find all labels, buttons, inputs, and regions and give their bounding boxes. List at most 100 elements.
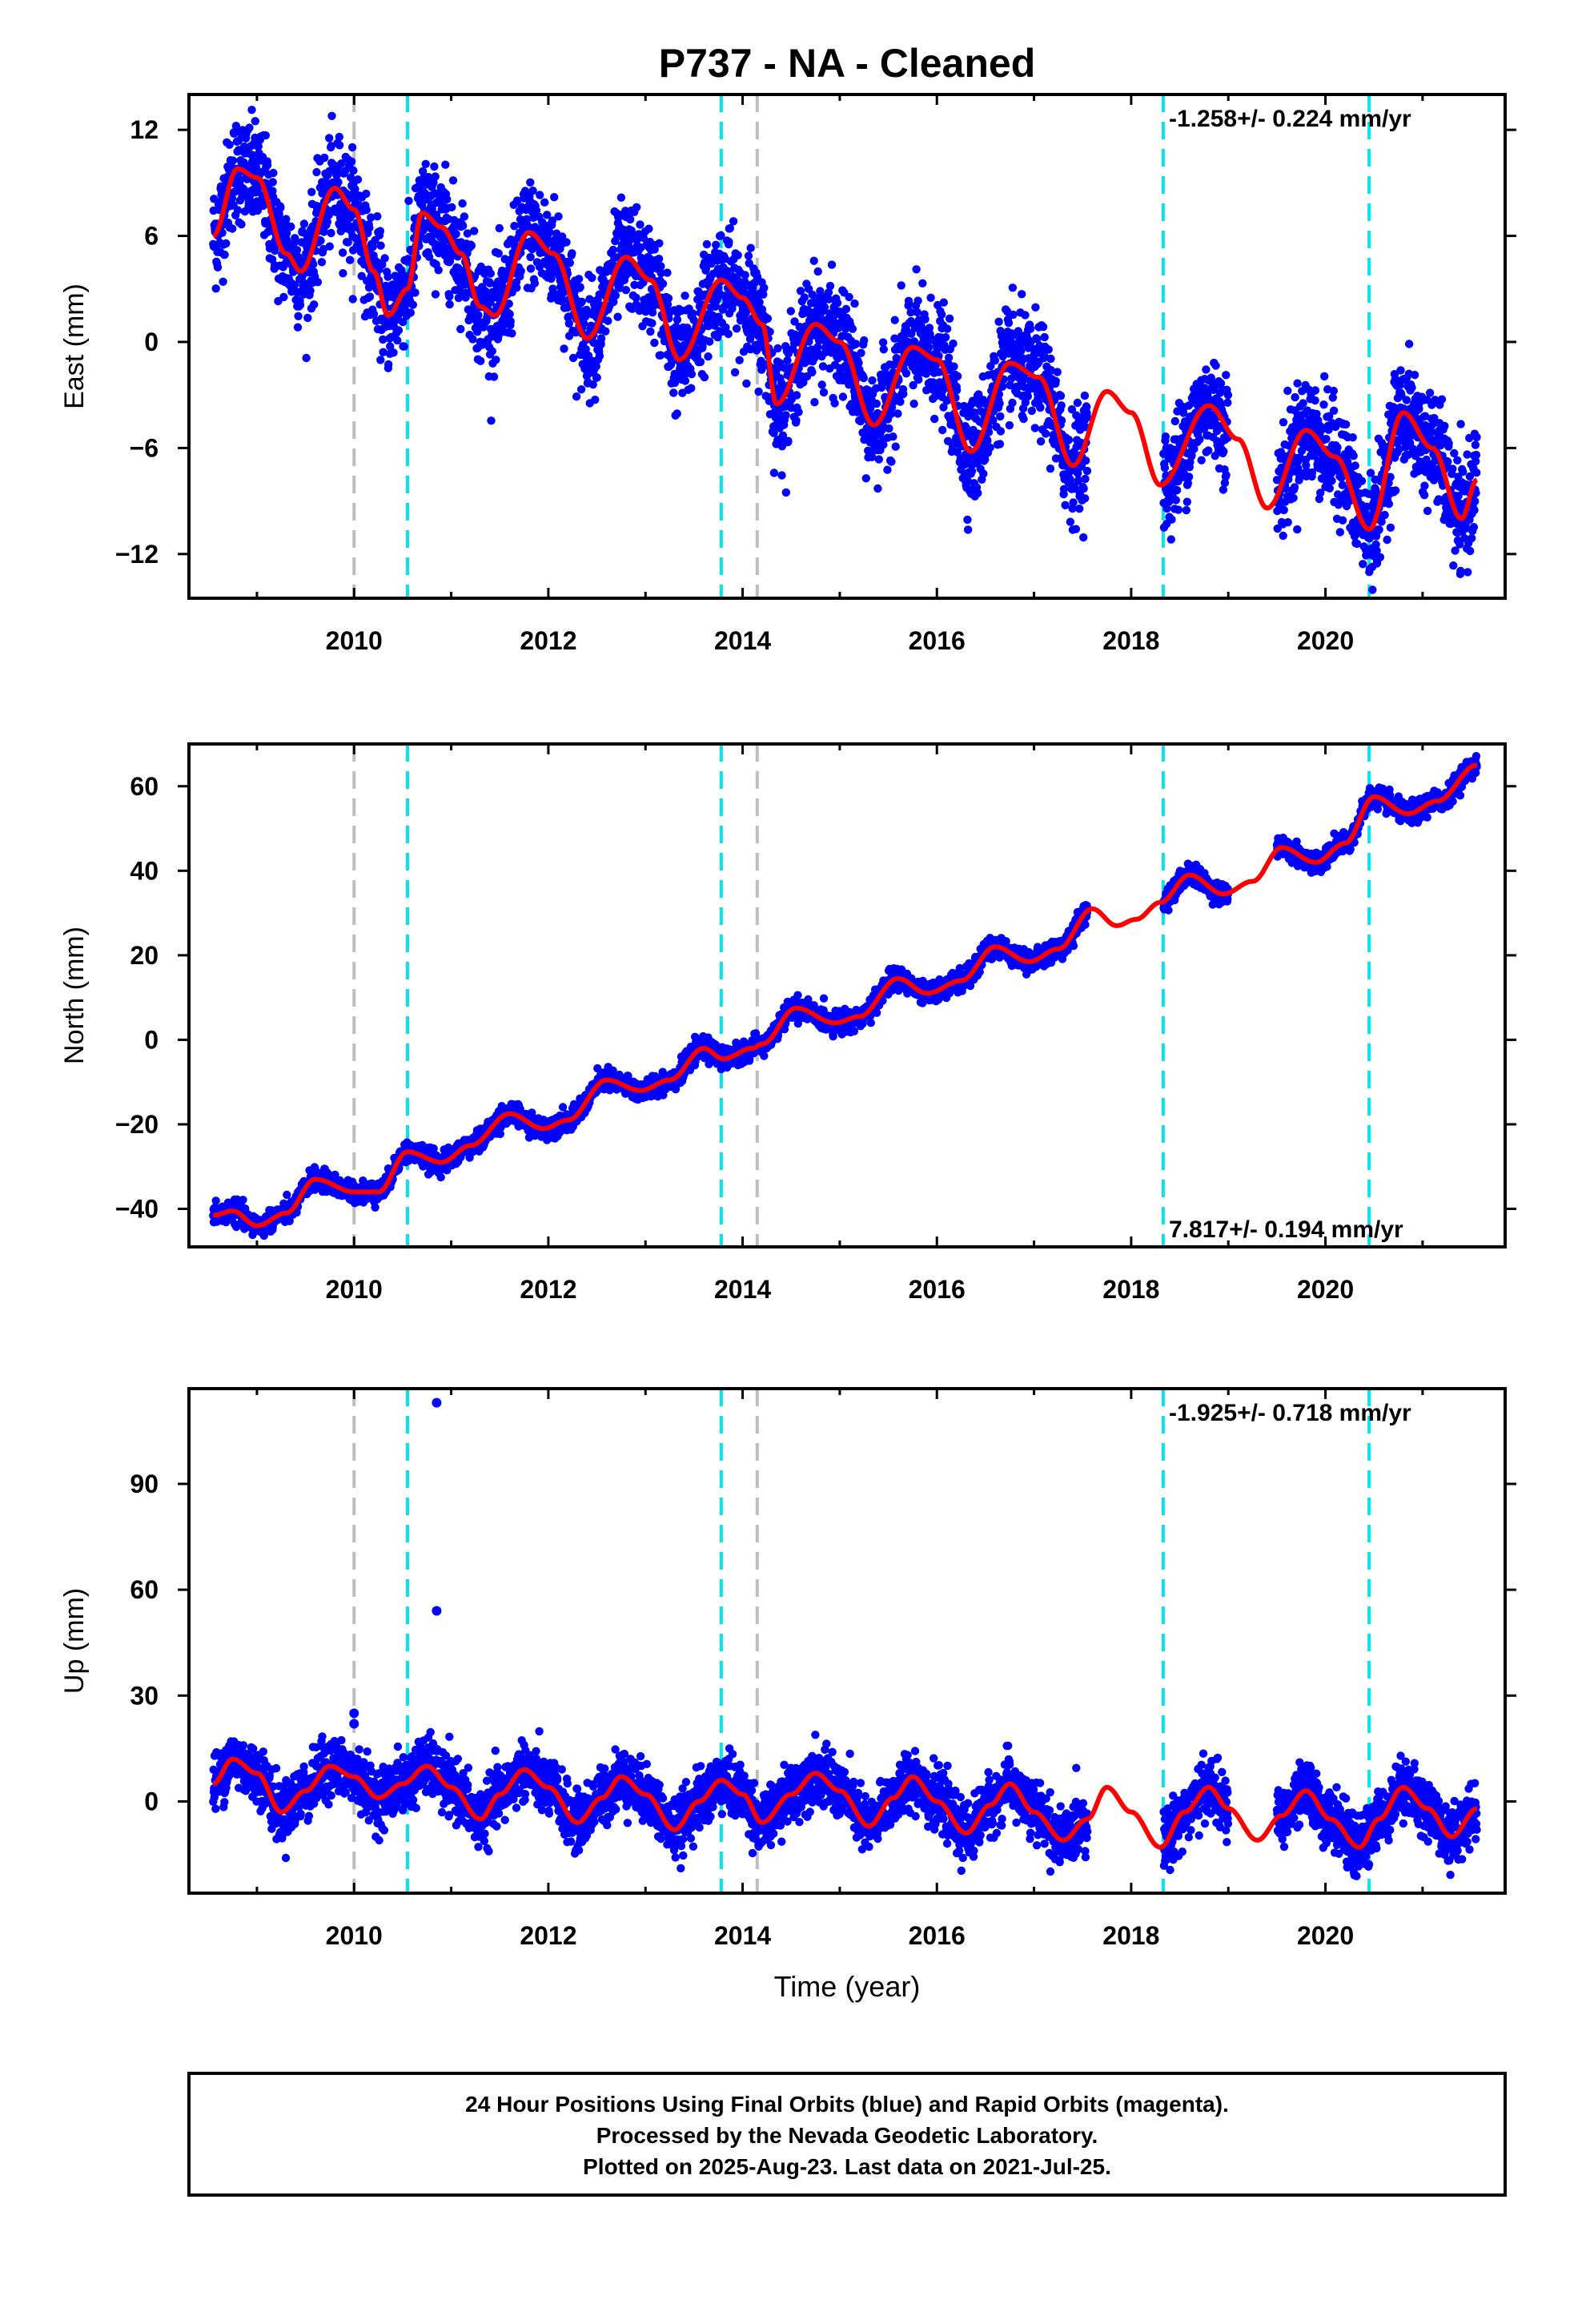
east-point [741, 277, 749, 287]
east-point [237, 219, 246, 229]
east-point [468, 335, 477, 344]
east-point [925, 343, 934, 352]
east-point [1407, 383, 1416, 392]
east-point [1338, 516, 1347, 525]
east-point [681, 376, 690, 385]
east-y-tick-label: −6 [130, 433, 159, 462]
east-point [889, 432, 897, 441]
east-point [857, 348, 865, 357]
east-point [245, 123, 254, 132]
east-point [1329, 406, 1339, 415]
east-point [406, 308, 415, 317]
east-point [712, 240, 721, 249]
east-point [353, 175, 363, 184]
east-point [990, 356, 1000, 365]
east-point [1469, 523, 1479, 532]
east-point [1440, 421, 1449, 431]
east-point [222, 239, 231, 248]
east-point [538, 218, 547, 227]
east-point [890, 316, 899, 324]
east-point [508, 329, 516, 338]
east-point [543, 211, 552, 219]
east-point [588, 273, 596, 283]
east-point [1279, 531, 1287, 541]
east-point [588, 380, 597, 389]
east-point [601, 327, 610, 336]
east-point [913, 296, 922, 305]
east-point [893, 409, 902, 418]
east-point [887, 457, 896, 466]
east-point [418, 167, 428, 176]
east-point [1182, 505, 1191, 515]
east-point [1472, 468, 1481, 477]
east-point [687, 370, 697, 379]
east-point [1004, 319, 1014, 328]
east-point [838, 392, 848, 401]
east-point [926, 293, 935, 302]
east-point [248, 151, 257, 159]
east-point [792, 416, 801, 425]
east-point [1371, 540, 1380, 549]
east-point [905, 300, 913, 309]
east-point [1290, 483, 1299, 492]
east-point [813, 343, 822, 352]
east-point [362, 205, 371, 215]
east-point [1391, 486, 1400, 495]
east-point [263, 160, 272, 170]
east-point [995, 399, 1004, 408]
east-point [765, 328, 774, 336]
east-point [376, 356, 385, 364]
east-point [327, 228, 335, 238]
east-point [276, 203, 285, 212]
east-point [861, 474, 871, 483]
north-point [371, 1203, 379, 1212]
east-point [1465, 472, 1475, 481]
east-point [470, 227, 479, 235]
east-point [524, 222, 533, 231]
east-point [1222, 471, 1231, 480]
east-point [592, 373, 601, 382]
east-point [1081, 474, 1090, 484]
east-point [1067, 405, 1077, 414]
east-point [338, 248, 347, 257]
east-point [233, 206, 243, 215]
east-point [938, 425, 947, 435]
east-point [1422, 455, 1431, 464]
east-point [611, 291, 620, 300]
east-point [626, 215, 635, 224]
east-point [1297, 446, 1307, 456]
east-point [818, 362, 828, 371]
east-point [1057, 416, 1066, 425]
east-point [378, 260, 387, 269]
east-point [1302, 460, 1311, 470]
east-point [608, 245, 618, 255]
east-point [592, 362, 600, 371]
east-point [1056, 392, 1066, 400]
east-x-tick-label: 2020 [1297, 626, 1354, 655]
east-point [873, 484, 882, 493]
east-point [319, 227, 328, 236]
east-point [459, 221, 468, 231]
east-frame [187, 93, 1507, 600]
east-point [681, 292, 689, 300]
east-point [560, 344, 568, 353]
east-point [495, 223, 504, 233]
east-point [445, 300, 454, 309]
east-point [227, 194, 237, 203]
east-point [460, 212, 469, 221]
east-point [769, 468, 779, 477]
east-point [394, 326, 404, 335]
east-point [247, 106, 256, 115]
east-point [819, 388, 829, 397]
east-point [368, 243, 377, 251]
east-point [906, 316, 916, 326]
east-point [348, 295, 357, 304]
east-point [742, 379, 751, 388]
east-point [896, 397, 905, 406]
east-point [1038, 323, 1048, 332]
east-x-tick-label: 2016 [909, 626, 966, 655]
east-point [763, 314, 773, 323]
east-point [655, 239, 664, 247]
east-point [536, 191, 544, 199]
east-point [769, 428, 778, 437]
